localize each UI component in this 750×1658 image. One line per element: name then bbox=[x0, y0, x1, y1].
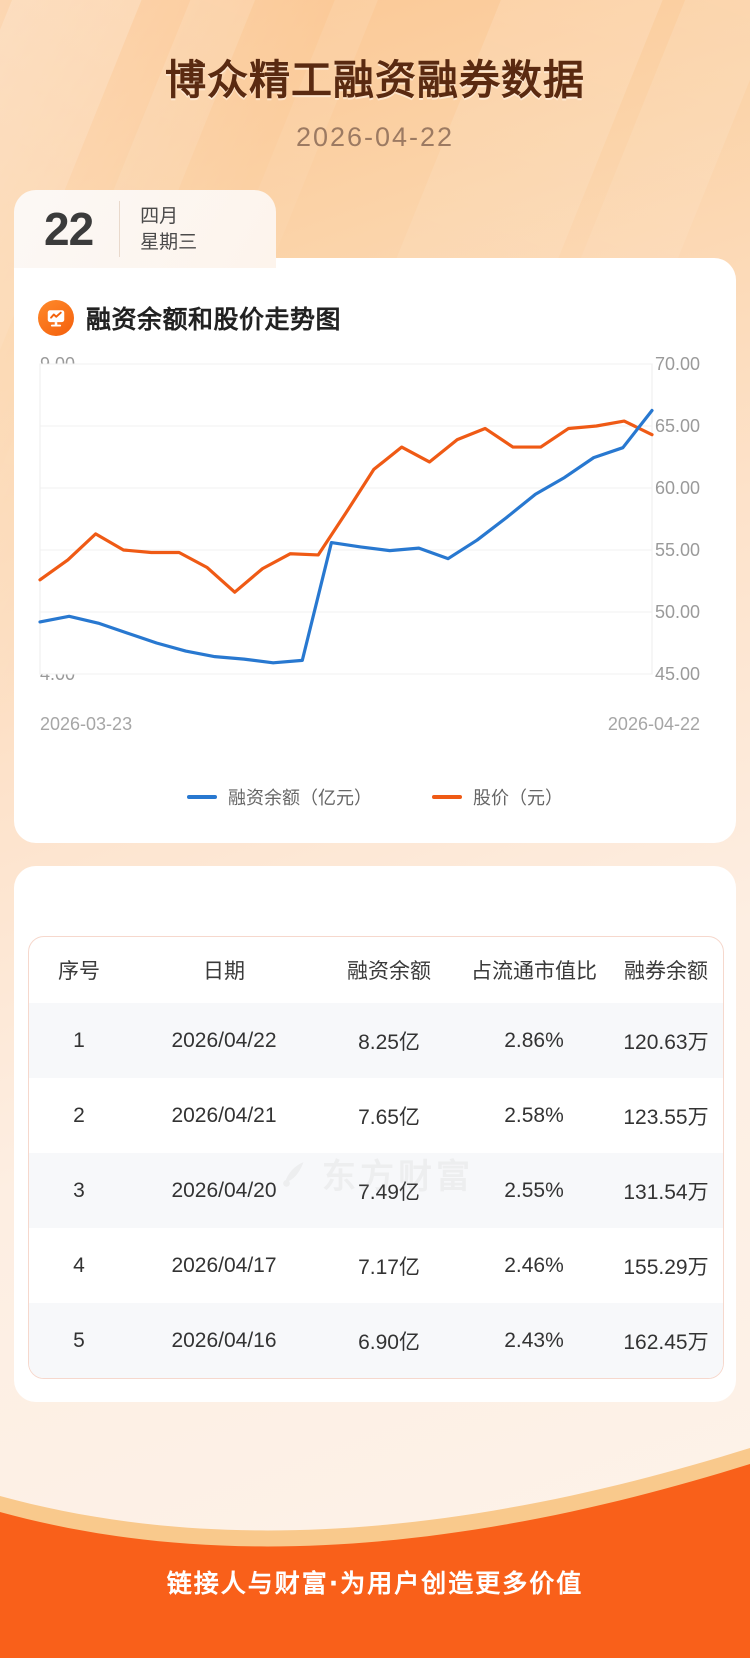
table-row[interactable]: 2 2026/04/21 7.65亿 2.58% 123.55万 bbox=[29, 1078, 723, 1153]
table-header-row: 序号 日期 融资余额 占流通市值比 融券余额 bbox=[29, 937, 723, 1003]
cell-float-ratio: 2.58% bbox=[504, 1103, 564, 1127]
legend-swatch bbox=[187, 795, 217, 799]
column-header-date: 日期 bbox=[203, 960, 245, 983]
right-axis-tick: 45.00 bbox=[654, 664, 700, 684]
cell-index: 3 bbox=[73, 1178, 85, 1202]
legend-item-margin-balance: 融资余额（亿元） bbox=[187, 784, 372, 810]
column-header-index: 序号 bbox=[58, 960, 100, 983]
date-badge-divider bbox=[119, 201, 121, 257]
chart-card: 融资余额和股价走势图 东方财富 9.00 8.00 7.00 6.00 5.00… bbox=[14, 258, 736, 843]
date-badge-day: 22 bbox=[44, 203, 94, 255]
table-row[interactable]: 5 2026/04/16 6.90亿 2.43% 162.45万 bbox=[29, 1303, 723, 1378]
cell-float-ratio: 2.43% bbox=[504, 1328, 564, 1352]
cell-short-bal: 131.54万 bbox=[623, 1180, 709, 1204]
cell-margin-bal: 6.90亿 bbox=[358, 1330, 420, 1354]
cell-margin-bal: 7.17亿 bbox=[358, 1255, 420, 1279]
x-axis-end-label: 2026-04-22 bbox=[607, 714, 700, 734]
cell-index: 2 bbox=[73, 1103, 85, 1127]
cell-float-ratio: 2.86% bbox=[504, 1028, 564, 1052]
chart-section-header: 融资余额和股价走势图 bbox=[14, 258, 736, 336]
cell-margin-bal: 7.49亿 bbox=[358, 1180, 420, 1204]
legend-label: 股价（元） bbox=[473, 788, 563, 808]
date-badge-weekday: 星期三 bbox=[140, 231, 198, 253]
cell-short-bal: 123.55万 bbox=[623, 1105, 709, 1129]
cell-date: 2026/04/16 bbox=[171, 1328, 277, 1352]
cell-margin-bal: 8.25亿 bbox=[358, 1030, 420, 1054]
legend-item-stock-price: 股价（元） bbox=[432, 784, 563, 810]
cell-date: 2026/04/22 bbox=[171, 1028, 277, 1052]
table-row[interactable]: 4 2026/04/17 7.17亿 2.46% 155.29万 bbox=[29, 1228, 723, 1303]
series-line-stock-price bbox=[38, 419, 654, 594]
right-axis-tick: 60.00 bbox=[654, 478, 700, 498]
date-badge-month-weekday: 四月 星期三 bbox=[140, 207, 197, 252]
cell-date: 2026/04/21 bbox=[171, 1103, 277, 1127]
column-header-short-bal: 融券余额 bbox=[624, 960, 708, 983]
cell-index: 1 bbox=[73, 1028, 85, 1052]
cell-date: 2026/04/17 bbox=[171, 1253, 277, 1277]
chart-section-title: 融资余额和股价走势图 bbox=[86, 305, 342, 334]
series-line-margin-balance bbox=[38, 408, 654, 665]
cell-date: 2026/04/20 bbox=[171, 1178, 277, 1202]
right-axis-tick: 55.00 bbox=[654, 540, 700, 560]
table-row[interactable]: 1 2026/04/22 8.25亿 2.86% 120.63万 bbox=[29, 1003, 723, 1078]
margin-trading-table: 东方财富 序号 日期 融资余额 占流通市值比 融券余额 1 2026/04/22… bbox=[28, 936, 724, 1379]
cell-short-bal: 155.29万 bbox=[623, 1255, 709, 1279]
cell-short-bal: 120.63万 bbox=[623, 1030, 709, 1054]
right-axis-tick: 50.00 bbox=[654, 602, 700, 622]
footer-wave bbox=[0, 1448, 750, 1658]
footer-slogan: 链接人与财富·为用户创造更多价值 bbox=[166, 1569, 584, 1598]
chart-monitor-icon bbox=[38, 300, 74, 336]
cell-index: 4 bbox=[73, 1253, 85, 1277]
cell-margin-bal: 7.65亿 bbox=[358, 1105, 420, 1129]
right-axis-tick: 70.00 bbox=[654, 354, 700, 374]
chart-area: 东方财富 9.00 8.00 7.00 6.00 5.00 4.00 70.00… bbox=[14, 352, 736, 812]
x-axis-start-label: 2026-03-23 bbox=[40, 714, 133, 734]
page-title: 博众精工融资融券数据 bbox=[165, 56, 585, 104]
cell-index: 5 bbox=[73, 1328, 85, 1352]
cell-short-bal: 162.45万 bbox=[623, 1330, 709, 1354]
page-footer: 链接人与财富·为用户创造更多价值 bbox=[0, 1426, 750, 1658]
column-header-float-ratio: 占流通市值比 bbox=[471, 960, 597, 983]
table-row[interactable]: 3 2026/04/20 7.49亿 2.55% 131.54万 bbox=[29, 1153, 723, 1228]
column-header-margin-bal: 融资余额 bbox=[347, 960, 431, 983]
header-date: 2026-04-22 bbox=[295, 122, 455, 152]
legend-swatch bbox=[432, 795, 462, 799]
legend-label: 融资余额（亿元） bbox=[228, 788, 372, 808]
cell-float-ratio: 2.46% bbox=[504, 1253, 564, 1277]
date-badge: 22 四月 星期三 bbox=[14, 190, 276, 268]
right-axis-tick: 65.00 bbox=[654, 416, 700, 436]
date-badge-month: 四月 bbox=[140, 205, 179, 227]
chart-legend: 融资余额（亿元） 股价（元） bbox=[14, 784, 736, 810]
page-header: 博众精工融资融券数据 2026-04-22 bbox=[0, 0, 750, 153]
chart-plot bbox=[38, 363, 654, 675]
cell-float-ratio: 2.55% bbox=[504, 1178, 564, 1202]
